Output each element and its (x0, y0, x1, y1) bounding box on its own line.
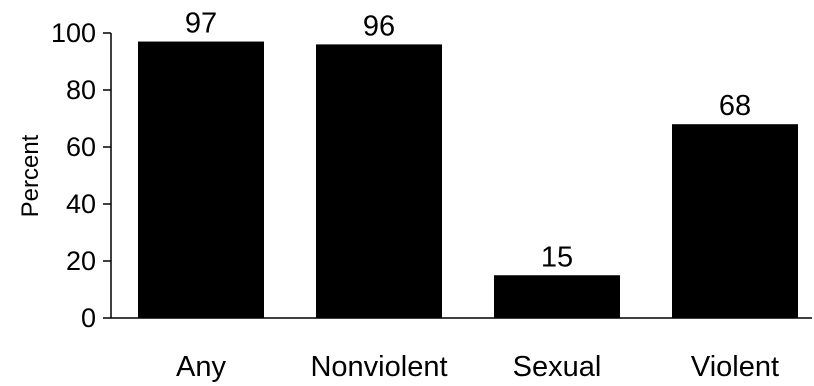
y-tick-label-100: 100 (51, 18, 96, 48)
bar-nonviolent (316, 44, 442, 319)
y-tick-label-20: 20 (66, 246, 96, 276)
category-labels-group: Any Nonviolent Sexual Violent (176, 351, 779, 383)
bar-violent (672, 124, 798, 318)
bars-group (138, 41, 798, 319)
data-label-violent: 68 (719, 90, 751, 122)
data-labels-group: 97 96 15 68 (185, 8, 751, 274)
data-label-sexual: 15 (541, 241, 573, 273)
y-tick-label-80: 80 (66, 75, 96, 105)
data-label-any: 97 (185, 8, 217, 40)
bar-any (138, 41, 264, 319)
y-tick-label-0: 0 (81, 303, 96, 333)
y-axis-title: Percent (17, 134, 44, 217)
category-label-violent: Violent (691, 351, 779, 383)
data-label-nonviolent: 96 (363, 10, 395, 42)
y-tick-label-60: 60 (66, 132, 96, 162)
y-axis: 0 20 40 60 80 100 (51, 18, 112, 333)
y-tick-label-40: 40 (66, 189, 96, 219)
category-label-nonviolent: Nonviolent (310, 351, 447, 383)
category-label-sexual: Sexual (513, 351, 602, 383)
category-label-any: Any (176, 351, 226, 383)
bar-sexual (494, 275, 620, 318)
